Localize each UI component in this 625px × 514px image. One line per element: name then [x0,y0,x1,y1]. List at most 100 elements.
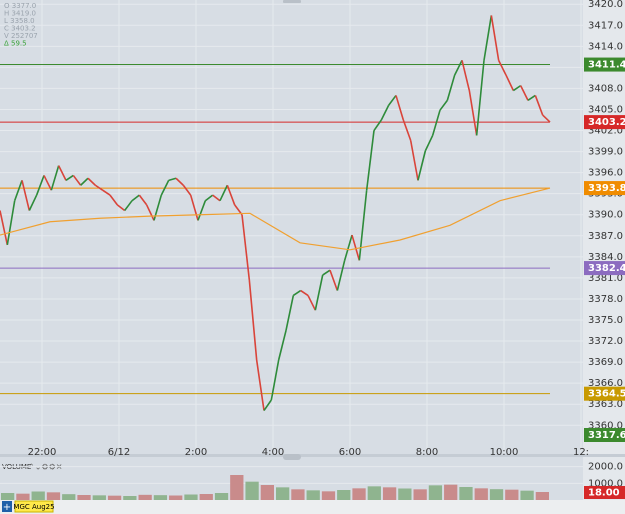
vwap-line [0,187,551,251]
price-segment [72,174,82,186]
volume-bar [31,491,45,500]
price-segment [241,214,251,281]
volume-bar [92,495,106,500]
y-tick-label: 3396.0 [588,168,623,179]
price-segment [175,177,184,186]
price-segment [453,59,463,76]
price-segment [527,94,536,102]
price-badge [584,261,625,276]
volume-bar [306,490,320,500]
price-segment [131,194,140,202]
volume-bar [169,495,183,500]
price-segment [160,179,170,196]
y-tick-label: 3420.0 [588,0,623,10]
price-segment [248,279,258,361]
volume-bar [138,494,152,500]
price-segment [475,60,485,136]
price-segment [351,234,361,261]
volume-bar [1,493,15,500]
x-tick-label: 2:00 [185,447,207,458]
add-button[interactable] [2,501,12,512]
price-segment [13,180,23,201]
price-badge-text: 3411.4 [588,60,625,71]
y-tick-label: 3366.0 [588,378,623,389]
price-segment [402,119,412,141]
volume-bar [230,475,244,500]
x-tick-label: 12: [573,447,589,458]
price-segment [468,90,478,136]
volume-bar [123,496,137,500]
pane-handle[interactable] [283,454,301,460]
x-tick-label: 6/12 [108,447,130,458]
x-tick-label: 10:00 [490,447,519,458]
ohlc-legend: L 3358.0 [4,17,35,25]
y-tick-label: 3399.0 [588,147,623,158]
symbol-tag-text[interactable]: MGC Aug25 [13,503,54,511]
volume-bar [77,495,91,500]
price-badge [584,181,625,196]
price-badge-text: 3393.8 [588,183,625,194]
price-badge [584,57,625,72]
volume-bar [382,487,397,500]
price-segment [439,99,448,111]
y-tick-label: 3360.0 [588,420,623,431]
volume-bar [428,485,443,500]
price-segment [519,85,529,101]
x-tick-label: 22:00 [28,447,57,458]
price-segment [80,177,89,186]
pane-handle[interactable] [283,0,301,3]
ohlc-legend: O 3377.0 [4,2,36,10]
price-segment [102,189,111,196]
price-segment [424,135,434,152]
price-segment [204,194,214,202]
y-tick-label: 3369.0 [588,357,623,368]
price-segment [380,104,390,121]
price-segment [197,200,207,221]
y-tick-label: 3378.0 [588,294,623,305]
y-tick-label: 3375.0 [588,315,623,326]
add-icon[interactable]: + [3,502,11,513]
ohlc-legend: H 3419.0 [4,10,36,18]
symbol-tag[interactable] [14,500,54,513]
price-segment [505,74,515,91]
price-segment [314,274,324,311]
price-badge [584,386,625,401]
price-segment [0,210,9,246]
volume-bar [520,490,534,500]
y-tick-label: 3387.0 [588,231,623,242]
price-segment [322,269,331,276]
price-badge-text: 3403.2 [588,117,625,128]
price-segment [109,194,118,206]
y-tick-label: 3372.0 [588,336,623,347]
volume-bar [16,493,30,500]
price-segment [446,74,456,101]
price-segment [116,204,126,212]
price-segment [57,165,67,181]
price-badge [584,428,625,442]
ohlc-legend: Δ 59.5 [4,40,27,48]
price-segment [219,184,229,202]
volume-bar [367,486,381,500]
price-segment [395,95,405,121]
volume-bar [398,488,412,500]
volume-bar [153,495,168,500]
price-segment [497,59,507,76]
y-tick-label: 3402.0 [588,126,623,137]
price-segment [365,130,375,191]
price-segment [255,359,265,411]
price-segment [300,289,309,297]
volume-bar [260,485,274,500]
price-segment [343,234,353,261]
y-tick-label: 3417.0 [588,20,623,31]
price-segment [490,15,500,61]
price-segment [6,200,16,246]
volume-bar [474,488,488,500]
price-segment [212,194,221,202]
x-tick-label: 8:00 [416,447,438,458]
volume-bar [291,489,305,500]
volume-bar [535,492,549,500]
ohlc-legend: V 252707 [4,32,38,40]
volume-bar [321,491,336,500]
price-segment [431,109,441,136]
